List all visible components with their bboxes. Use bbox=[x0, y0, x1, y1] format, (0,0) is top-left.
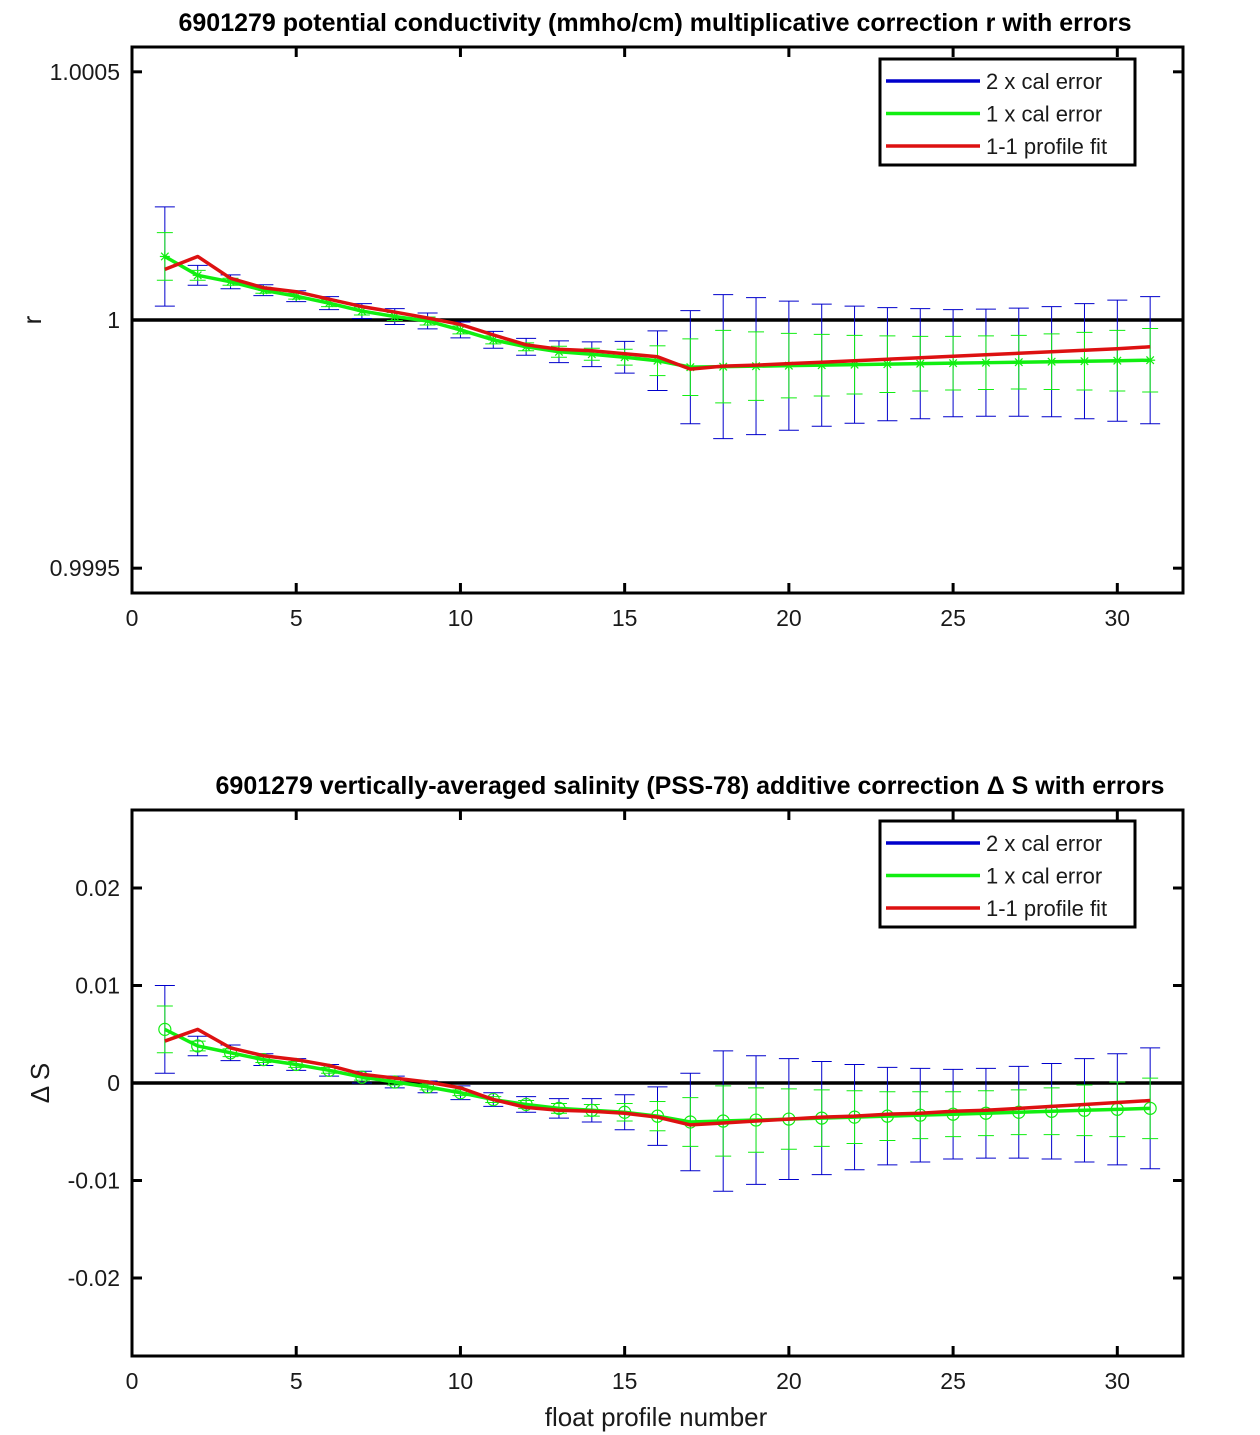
chart-1-y-tick-label: 0.9995 bbox=[50, 555, 120, 581]
chart-2-legend-entry-1x-cal-error: 1 x cal error bbox=[886, 864, 1102, 889]
chart-1-y-tick-label: 1 bbox=[107, 307, 120, 333]
chart-2-y-tick-label: 0 bbox=[107, 1070, 120, 1096]
chart-2-legend: 2 x cal error 1 x cal error 1-1 profile fi… bbox=[878, 819, 1137, 929]
chart-1-marker-stroke bbox=[948, 359, 958, 368]
chart-1-data-point bbox=[1145, 355, 1156, 366]
chart-2-legend-label: 1 x cal error bbox=[986, 864, 1102, 889]
chart-2-x-tick-label: 20 bbox=[776, 1368, 802, 1394]
chart-1-data-point bbox=[882, 359, 893, 370]
chart-2-x-tick-label: 5 bbox=[290, 1368, 303, 1394]
chart-2-data-point bbox=[979, 1106, 993, 1120]
chart-2-legend-label: 1-1 profile fit bbox=[986, 896, 1107, 921]
chart-2-data-point bbox=[946, 1107, 960, 1121]
chart-2-y-tick-label: -0.01 bbox=[68, 1168, 120, 1194]
chart-1-x-tick-label: 15 bbox=[612, 605, 638, 631]
chart-1-title: 6901279 potential conductivity (mmho/cm)… bbox=[178, 9, 1131, 37]
chart-1-marker-stroke bbox=[456, 325, 465, 335]
chart-1-legend: 2 x cal error 1 x cal error 1-1 profile fi… bbox=[878, 57, 1137, 167]
chart-1-data-point bbox=[159, 251, 170, 262]
chart-2-data-point bbox=[355, 1070, 369, 1084]
chart-2-x-tick-label: 30 bbox=[1105, 1368, 1131, 1394]
chart-2-data-point bbox=[256, 1052, 270, 1067]
chart-1-data-point bbox=[1013, 357, 1024, 368]
chart-2-data-point bbox=[913, 1108, 927, 1122]
chart-1-marker-stroke bbox=[1080, 357, 1089, 366]
chart-2-legend-entry-profile-fit: 1-1 profile fit bbox=[886, 896, 1107, 921]
chart-1-series-profile-fit-line bbox=[164, 254, 1151, 371]
chart-1-marker-stroke bbox=[883, 360, 892, 369]
chart-1-y-tick-label: 1.0005 bbox=[50, 59, 120, 85]
chart-1-marker-stroke bbox=[1113, 356, 1122, 365]
chart-1-x-tick-label: 10 bbox=[448, 605, 474, 631]
chart-1-data-point bbox=[980, 357, 991, 368]
chart-2-data-point bbox=[388, 1075, 402, 1089]
chart-1-x-tick-label: 5 bbox=[290, 605, 303, 631]
chart-1-marker-stroke bbox=[981, 358, 991, 367]
chart-1-legend-label: 2 x cal error bbox=[986, 69, 1102, 94]
chart-2-data-point bbox=[1143, 1101, 1157, 1115]
chart-2-data-point bbox=[1012, 1105, 1026, 1119]
chart-1-data-point bbox=[455, 324, 466, 335]
chart-1-marker-stroke bbox=[160, 252, 170, 261]
chart-2-legend-label: 2 x cal error bbox=[986, 831, 1102, 856]
chart-1-legend-entry-1x-cal-error: 1 x cal error bbox=[886, 102, 1102, 127]
chart-1-data-point bbox=[192, 270, 203, 281]
chart-2-data-point bbox=[158, 1022, 172, 1036]
chart-1-data-point bbox=[948, 358, 959, 369]
chart-1-data-point bbox=[225, 276, 236, 287]
chart-1-data-point bbox=[1046, 356, 1057, 367]
chart-2-x-tick-label: 10 bbox=[448, 1368, 474, 1394]
chart-1-marker-stroke bbox=[916, 359, 925, 368]
chart-1-x-tick-label: 20 bbox=[776, 605, 802, 631]
chart-2-series-profile-fit-line bbox=[164, 1027, 1151, 1127]
chart-2-data-point bbox=[191, 1039, 205, 1053]
chart-2-y-tick-label: 0.02 bbox=[75, 875, 120, 901]
chart-1-marker-stroke bbox=[193, 271, 202, 280]
chart-2-plot-area: 0 5 10 15 20 25 30 -0.02 -0.01 0 0.01 0.02 2 x cal e… bbox=[68, 808, 1185, 1394]
chart-1-plot-area: 0 5 10 15 20 25 30 0.9995 1 1.0005 2 x cal error 1 … bbox=[50, 45, 1185, 631]
chart-1-legend-label: 1 x cal error bbox=[986, 102, 1102, 127]
chart-2-title: 6901279 vertically-averaged salinity (PS… bbox=[216, 772, 1165, 800]
chart-1-data-point bbox=[915, 358, 926, 369]
chart-2-x-tick-label: 0 bbox=[126, 1368, 139, 1394]
chart-1-legend-entry-2x-cal-error: 2 x cal error bbox=[886, 69, 1102, 94]
chart-1-x-tick-label: 30 bbox=[1105, 605, 1131, 631]
chart-2-ylabel: Δ S bbox=[25, 1063, 55, 1104]
chart-1-marker-stroke bbox=[1047, 357, 1056, 366]
chart-1-marker-stroke bbox=[1145, 356, 1155, 365]
chart-1-legend-label: 1-1 profile fit bbox=[986, 134, 1107, 159]
chart-2-x-tick-label: 15 bbox=[612, 1368, 638, 1394]
chart-1-x-tick-label: 25 bbox=[940, 605, 966, 631]
chart-1-data-point bbox=[1079, 356, 1090, 367]
chart-2-xlabel: float profile number bbox=[545, 1402, 768, 1432]
chart-1-data-point bbox=[1112, 355, 1123, 366]
chart-2-y-tick-label: 0.01 bbox=[75, 973, 120, 999]
chart-2-legend-entry-2x-cal-error: 2 x cal error bbox=[886, 831, 1102, 856]
chart-1-legend-entry-profile-fit: 1-1 profile fit bbox=[886, 134, 1107, 159]
chart-1-ylabel: r bbox=[17, 315, 47, 324]
chart-1-x-tick-label: 0 bbox=[126, 605, 139, 631]
chart-1-marker-stroke bbox=[1014, 358, 1023, 367]
chart-2-y-tick-label: -0.02 bbox=[68, 1265, 120, 1291]
chart-2-x-tick-label: 25 bbox=[940, 1368, 966, 1394]
